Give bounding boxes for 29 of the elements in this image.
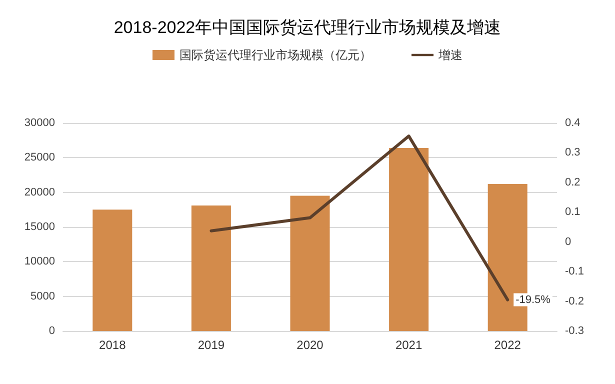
y-tick-label: 0: [48, 325, 55, 337]
y-tick-label: 20000: [24, 186, 55, 198]
annotation: -19.5%: [516, 294, 551, 306]
y-tick-label: 10000: [24, 256, 55, 268]
line-series: [210, 134, 510, 302]
y-tick-label: 25000: [24, 152, 55, 164]
bar: [290, 196, 330, 331]
y2-tick-label: 0.3: [565, 146, 580, 159]
x-tick-label: 2020: [296, 338, 324, 352]
bar: [191, 206, 231, 331]
legend-label: 国际货运代理行业市场规模（亿元）: [180, 48, 372, 62]
chart-title: 2018-2022年中国国际货运代理行业市场规模及增速: [114, 18, 502, 37]
y-tick-label: 5000: [30, 290, 55, 302]
x-tick-label: 2019: [198, 338, 225, 352]
y2-tick-label: 0: [565, 236, 572, 248]
legend-label: 增速: [438, 48, 462, 62]
y-tick-label: 15000: [24, 221, 55, 233]
x-tick-label: 2022: [494, 338, 522, 352]
y2-tick-label: 0.4: [565, 117, 580, 129]
y2-tick-label: -0.3: [565, 325, 584, 337]
y2-tick-label: -0.1: [565, 266, 584, 278]
bar: [389, 148, 429, 331]
x-tick-label: 2021: [395, 338, 422, 352]
bar: [92, 210, 132, 331]
y2-tick-label: 0.1: [565, 206, 580, 218]
x-tick-label: 2018: [99, 338, 126, 352]
y-tick-label: 30000: [24, 117, 55, 129]
y2-tick-label: -0.2: [565, 295, 584, 308]
y2-tick-label: 0.2: [565, 176, 580, 188]
